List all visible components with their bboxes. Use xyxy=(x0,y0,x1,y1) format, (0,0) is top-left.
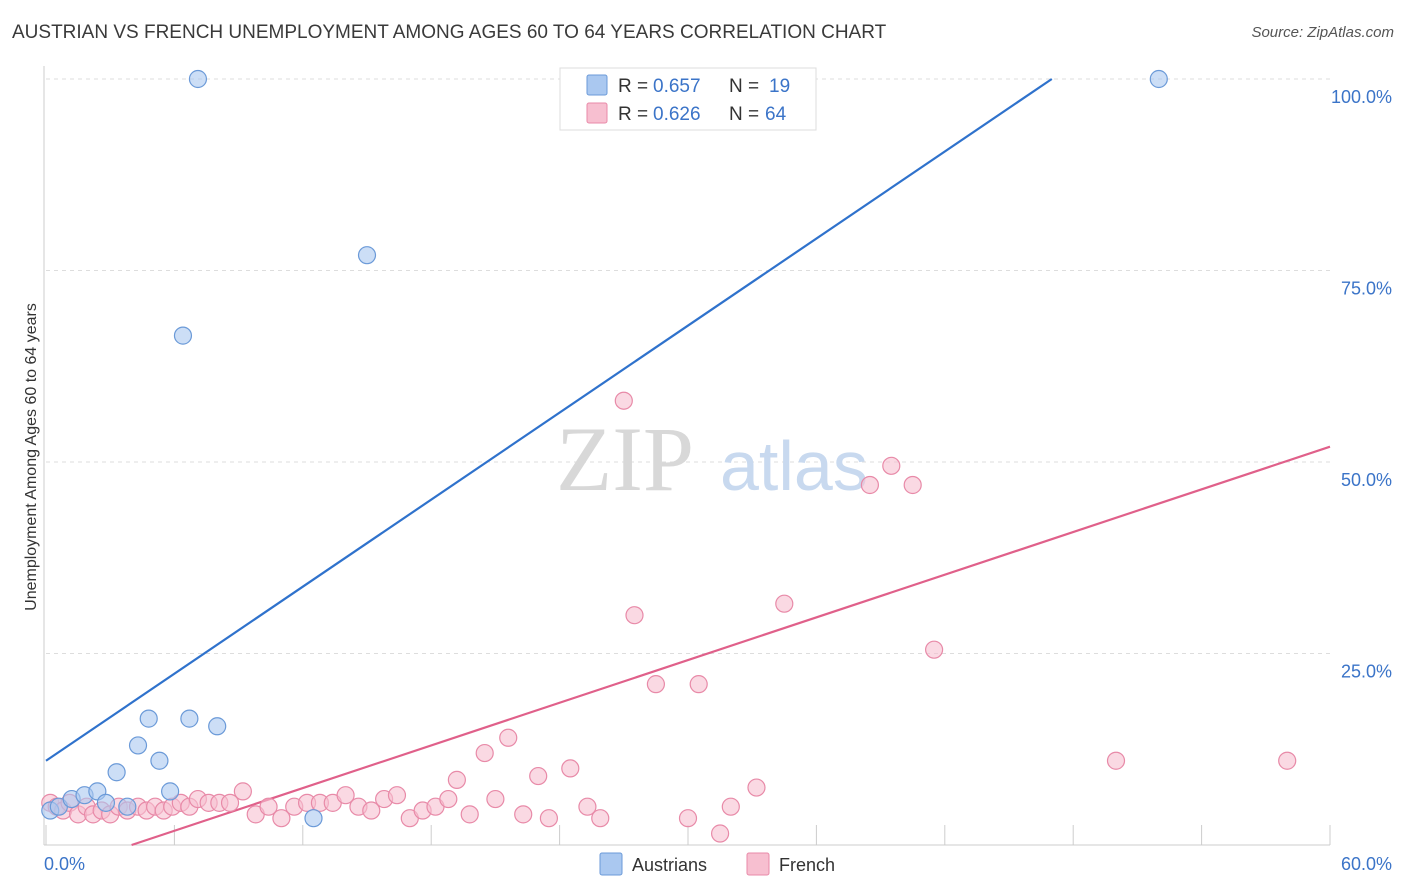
series-legend: Austrians French xyxy=(599,852,835,876)
x-tick-min: 0.0% xyxy=(44,854,85,874)
french-point xyxy=(499,728,518,747)
french-point xyxy=(1278,751,1297,770)
y-tick-label: 75.0% xyxy=(1341,279,1392,299)
french-point xyxy=(775,594,794,613)
french-r-label: R = xyxy=(618,104,648,125)
french-point xyxy=(539,809,559,828)
legend-austrians-swatch xyxy=(599,852,623,876)
watermark: ZIP atlas xyxy=(556,408,868,510)
french-point xyxy=(362,801,381,820)
french-point xyxy=(387,786,407,805)
austrians-point xyxy=(188,69,208,89)
austrians-point xyxy=(1149,69,1168,89)
legend-french-label: French xyxy=(779,855,835,875)
stats-legend: R = 0.657 N = 19 R = 0.626 N = 64 xyxy=(559,67,817,131)
french-point xyxy=(924,640,944,659)
french-point xyxy=(475,743,494,763)
austrians-point xyxy=(161,782,180,801)
austrians-r-label: R = xyxy=(618,76,648,97)
french-point xyxy=(747,778,766,797)
french-point xyxy=(272,809,291,828)
austrians-point xyxy=(357,246,377,265)
watermark-zip: ZIP xyxy=(556,408,694,510)
austrians-n-label: N = xyxy=(729,76,759,97)
french-point xyxy=(882,456,901,475)
french-n-label: N = xyxy=(729,104,759,125)
french-point xyxy=(561,759,580,778)
legend-austrians-label: Austrians xyxy=(632,855,707,875)
french-point xyxy=(578,797,597,816)
french-point xyxy=(860,475,880,495)
french-point xyxy=(259,797,278,816)
french-point xyxy=(591,809,610,828)
french-point xyxy=(689,675,708,694)
austrians-trendline xyxy=(45,78,1053,762)
legend-french-swatch xyxy=(746,852,770,876)
austrians-stats-swatch xyxy=(586,74,608,96)
french-point xyxy=(233,782,252,801)
french-n-value: 64 xyxy=(765,104,787,125)
source-label: Source: ZipAtlas.com xyxy=(1251,24,1394,41)
austrians-point xyxy=(139,709,158,728)
french-point xyxy=(220,793,240,812)
chart-title: AUSTRIAN VS FRENCH UNEMPLOYMENT AMONG AG… xyxy=(12,22,887,43)
french-point xyxy=(903,475,922,495)
austrians-point xyxy=(118,797,137,816)
french-point xyxy=(721,797,740,816)
french-point xyxy=(336,786,355,805)
austrians-point xyxy=(208,717,227,736)
austrians-n-value: 19 xyxy=(769,76,790,97)
french-point xyxy=(678,809,698,828)
austrians-point xyxy=(128,736,148,755)
data-points xyxy=(41,69,1297,843)
french-trendline xyxy=(131,445,1331,847)
y-tick-label: 50.0% xyxy=(1341,470,1392,490)
french-r-value: 0.626 xyxy=(653,104,701,125)
french-point xyxy=(514,805,533,824)
austrians-point xyxy=(96,793,116,812)
french-point xyxy=(447,770,466,789)
french-point xyxy=(486,789,505,809)
y-tick-label: 100.0% xyxy=(1331,87,1392,107)
axes-layer xyxy=(43,66,1331,846)
austrians-point xyxy=(173,326,193,345)
y-axis-label: Unemployment Among Ages 60 to 64 years xyxy=(23,303,40,611)
y-tick-label: 25.0% xyxy=(1341,662,1392,682)
french-point xyxy=(614,391,633,410)
french-point xyxy=(460,805,479,824)
french-point xyxy=(439,789,458,809)
austrians-point xyxy=(150,751,169,770)
french-point xyxy=(1106,751,1126,770)
austrians-point xyxy=(180,709,199,728)
austrians-r-value: 0.657 xyxy=(653,76,701,97)
french-point xyxy=(710,824,730,843)
french-point xyxy=(529,766,548,786)
french-stats-swatch xyxy=(586,102,608,124)
french-point xyxy=(646,675,666,694)
grid-layer: 25.0% 50.0% 75.0% 100.0% xyxy=(46,78,1392,682)
trendlines xyxy=(45,78,1331,847)
watermark-atlas: atlas xyxy=(720,427,868,505)
french-point xyxy=(625,606,644,625)
austrians-point xyxy=(304,809,323,828)
x-tick-max: 60.0% xyxy=(1341,854,1392,874)
austrians-point xyxy=(107,763,126,782)
